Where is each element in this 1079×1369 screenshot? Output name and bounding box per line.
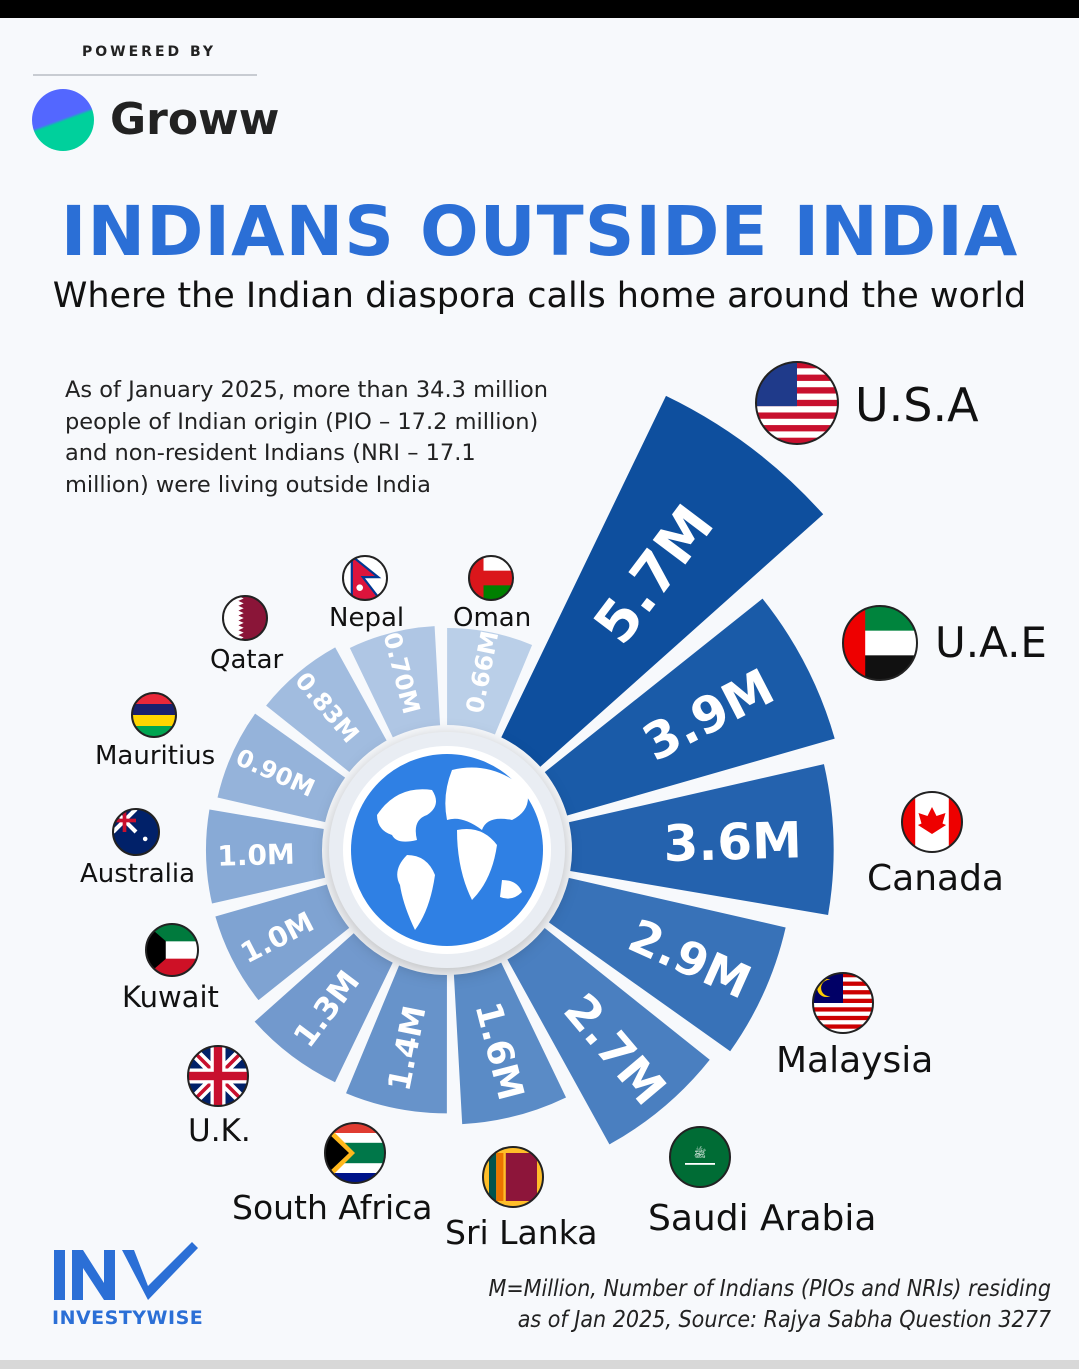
flag-qatar-icon [222, 595, 268, 641]
flag-u-a-e-icon [842, 605, 918, 681]
footnote-line: as of Jan 2025, Source: Rajya Sabha Ques… [517, 1307, 1051, 1333]
flag-south-africa-icon [324, 1122, 386, 1184]
groww-logo-icon [32, 89, 94, 151]
bar-canada [568, 764, 834, 916]
intro-line: million) were living outside India [65, 471, 431, 498]
country-label: Qatar [210, 645, 284, 675]
country-label: Malaysia [776, 1040, 934, 1081]
country-label: South Africa [232, 1188, 433, 1227]
status-bar [0, 0, 1079, 18]
flag-saudi-arabia-icon: ﷺ [669, 1126, 731, 1188]
country-label: Oman [453, 603, 532, 633]
bar-saudi-arabia [507, 927, 710, 1145]
intro-line: As of January 2025, more than 34.3 milli… [65, 377, 549, 403]
bar-mauritius [217, 713, 346, 823]
powered-by-label: POWERED BY [82, 44, 217, 60]
globe-icon [351, 754, 543, 946]
bar-oman [447, 628, 533, 735]
country-label: Kuwait [122, 980, 219, 1014]
country-label: U.K. [188, 1113, 251, 1149]
page-subtitle: Where the Indian diaspora calls home aro… [52, 276, 1027, 316]
bar-malaysia [548, 877, 786, 1052]
flag-mauritius-icon [131, 692, 177, 738]
value-label: 1.0M [217, 838, 295, 873]
country-label: Sri Lanka [445, 1213, 598, 1252]
country-label: Mauritius [95, 741, 216, 771]
country-label: Saudi Arabia [648, 1198, 877, 1239]
flag-australia-icon [112, 808, 160, 856]
flag-sri-lanka-icon [482, 1146, 544, 1208]
flag-oman-icon [468, 555, 514, 601]
flag-kuwait-icon [145, 923, 199, 977]
flag-malaysia-icon [812, 972, 874, 1034]
flag-u-k--icon [187, 1045, 249, 1107]
intro-text: As of January 2025, more than 34.3 milli… [65, 375, 585, 501]
flag-nepal-icon [342, 555, 388, 601]
bar-sri-lanka [453, 962, 567, 1125]
investywise-name: INVESTYWISE [52, 1307, 204, 1329]
bottom-divider [0, 1360, 1079, 1369]
intro-line: people of Indian origin (PIO – 17.2 mill… [65, 408, 539, 435]
page-title: INDIANS OUTSIDE INDIA [60, 192, 1019, 272]
bar-qatar [266, 647, 387, 773]
country-label: U.A.E [935, 618, 1047, 667]
flag-canada-icon [901, 791, 963, 853]
bar-south-africa [346, 965, 447, 1114]
country-label: U.S.A [855, 378, 979, 432]
svg-text:ﷺ: ﷺ [694, 1145, 707, 1160]
country-label: Nepal [329, 603, 405, 633]
groww-brand-name: Groww [110, 94, 280, 145]
intro-line: and non-resident Indians (NRI – 17.1 [65, 440, 476, 466]
footnote-line: M=Million, Number of Indians (PIOs and N… [488, 1276, 1051, 1302]
bar-u-s-a [501, 395, 824, 767]
country-label: Australia [80, 859, 196, 889]
bar-kuwait [215, 884, 350, 1001]
bar-u-a-e [544, 598, 835, 816]
divider [33, 74, 257, 76]
footnote: M=Million, Number of Indians (PIOs and N… [488, 1274, 1051, 1336]
bar-nepal [349, 626, 441, 738]
value-label: 3.6M [663, 811, 803, 873]
country-label: Canada [867, 858, 1004, 899]
bar-australia [206, 809, 326, 904]
flag-u-s-a-icon [755, 361, 839, 445]
bar-u-k- [254, 933, 393, 1083]
investywise-logo-icon [54, 1242, 198, 1300]
